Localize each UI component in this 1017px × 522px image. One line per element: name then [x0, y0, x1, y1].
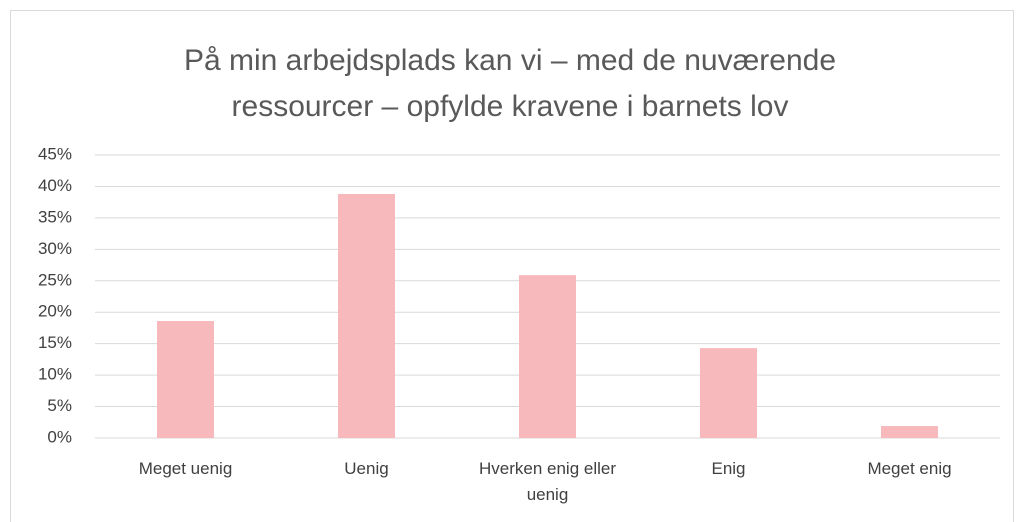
bar [700, 348, 757, 438]
chart-frame [10, 10, 1014, 522]
y-tick-label: 30% [38, 239, 72, 258]
x-tick-label: Meget uenig [138, 459, 233, 478]
chart-title: På min arbejdsplads kan vi – med de nuvæ… [183, 44, 837, 123]
y-tick-label: 25% [38, 270, 72, 289]
y-tick-label: 15% [38, 333, 72, 352]
y-tick-label: 40% [38, 176, 72, 195]
bar [338, 193, 395, 438]
y-tick-label: 10% [38, 365, 72, 384]
y-tick-label: 5% [47, 396, 72, 415]
x-tick-label: Meget enig [867, 459, 952, 478]
y-tick-label: 20% [38, 302, 72, 321]
y-tick-label: 0% [47, 427, 72, 446]
x-tick-label: Hverken enig eller uenig [478, 459, 616, 504]
y-tick-label: 45% [38, 144, 72, 163]
bar [157, 321, 214, 438]
x-tick-label: Uenig [344, 459, 389, 478]
bar [881, 426, 938, 438]
bar [519, 275, 576, 438]
x-tick-label: Enig [711, 459, 746, 478]
y-tick-label: 35% [38, 207, 72, 226]
